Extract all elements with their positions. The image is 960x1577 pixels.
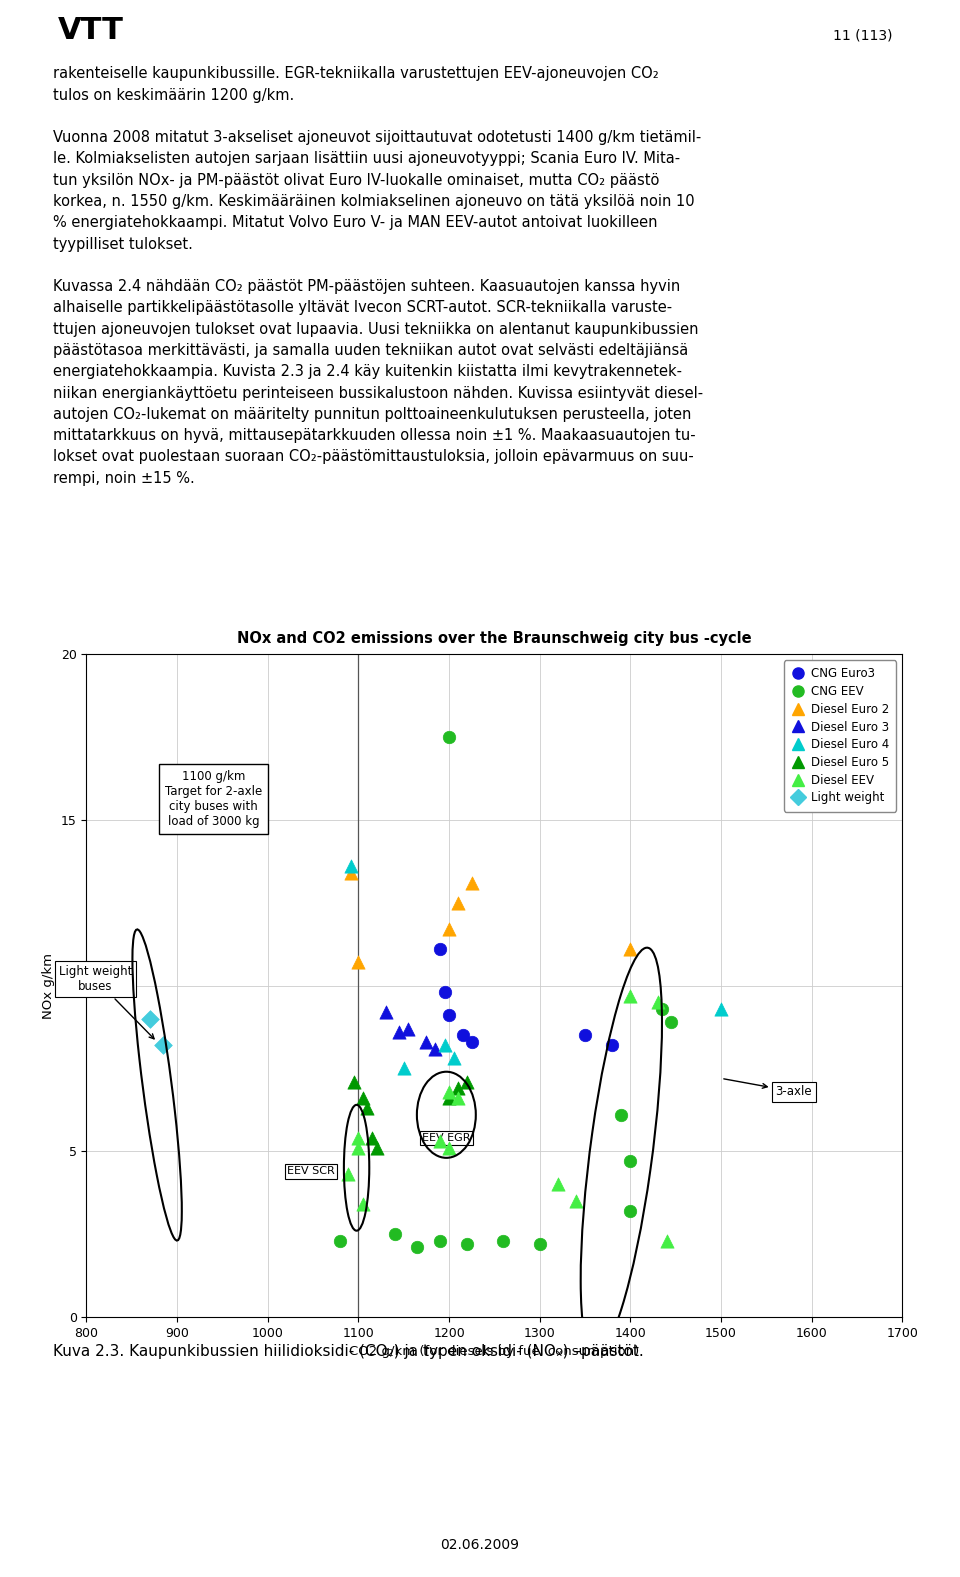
Diesel EEV [350, 1126, 366, 1151]
Text: le. Kolmiakselisten autojen sarjaan lisättiin uusi ajoneuvotyyppi; Scania Euro I: le. Kolmiakselisten autojen sarjaan lisä… [53, 151, 680, 167]
CNG EEV [442, 725, 457, 751]
Text: % energiatehokkaampi. Mitatut Volvo Euro V- ja MAN EEV-autot antoivat luokilleen: % energiatehokkaampi. Mitatut Volvo Euro… [53, 216, 658, 230]
CNG Euro3 [605, 1033, 620, 1058]
Diesel Euro 4 [437, 1033, 452, 1058]
Diesel EEV [550, 1172, 565, 1197]
Diesel EEV [659, 1228, 674, 1254]
Text: Kuva 2.3. Kaupunkibussien hiilidioksidi- (CO₂) ja typen oksidi- (NOₓ) –päästöt.: Kuva 2.3. Kaupunkibussien hiilidioksidi-… [53, 1344, 643, 1359]
Text: korkea, n. 1550 g/km. Keskimääräinen kolmiakselinen ajoneuvo on tätä yksilöä noi: korkea, n. 1550 g/km. Keskimääräinen kol… [53, 194, 694, 210]
CNG EEV [332, 1228, 348, 1254]
CNG EEV [655, 997, 670, 1022]
Diesel Euro 2 [350, 949, 366, 975]
CNG EEV [460, 1232, 475, 1257]
CNG Euro3 [464, 1030, 479, 1055]
Y-axis label: NOx g/km: NOx g/km [42, 953, 56, 1019]
Diesel EEV [650, 990, 665, 1016]
CNG Euro3 [577, 1023, 592, 1049]
CNG EEV [613, 1102, 629, 1128]
Diesel Euro 3 [392, 1019, 407, 1044]
Diesel Euro 5 [442, 1085, 457, 1110]
Diesel Euro 5 [369, 1135, 384, 1161]
Diesel Euro 2 [450, 889, 466, 915]
Text: Light weight
buses: Light weight buses [59, 965, 155, 1039]
Diesel Euro 5 [460, 1069, 475, 1094]
CNG EEV [663, 1009, 679, 1035]
Diesel EEV [350, 1135, 366, 1161]
Text: 02.06.2009: 02.06.2009 [441, 1538, 519, 1552]
CNG Euro3 [442, 1003, 457, 1028]
Text: 11 (113): 11 (113) [833, 28, 893, 43]
CNG EEV [432, 1228, 447, 1254]
Diesel EEV [450, 1085, 466, 1110]
Text: Vuonna 2008 mitatut 3-akseliset ajoneuvot sijoittautuvat odotetusti 1400 g/km ti: Vuonna 2008 mitatut 3-akseliset ajoneuvo… [53, 131, 701, 145]
Diesel Euro 2 [464, 871, 479, 896]
Title: NOx and CO2 emissions over the Braunschweig city bus -cycle: NOx and CO2 emissions over the Braunschw… [237, 631, 752, 647]
Diesel Euro 5 [450, 1076, 466, 1101]
CNG EEV [387, 1221, 402, 1246]
Diesel Euro 5 [360, 1096, 375, 1121]
Diesel EEV [568, 1189, 584, 1214]
Text: energiatehokkaampia. Kuvista 2.3 ja 2.4 käy kuitenkin kiistatta ilmi kevytrakenn: energiatehokkaampia. Kuvista 2.3 ja 2.4 … [53, 364, 682, 380]
Text: tun yksilön NOx- ja PM-päästöt olivat Euro IV-luokalle ominaiset, mutta CO₂ pääs: tun yksilön NOx- ja PM-päästöt olivat Eu… [53, 173, 660, 188]
CNG Euro3 [432, 937, 447, 962]
Diesel Euro 3 [428, 1036, 444, 1061]
Text: Kuvassa 2.4 nähdään CO₂ päästöt PM-päästöjen suhteen. Kaasuautojen kanssa hyvin: Kuvassa 2.4 nähdään CO₂ päästöt PM-pääst… [53, 279, 680, 295]
CNG EEV [623, 1148, 638, 1173]
X-axis label: CO2 g/km (for diesels by fuel consumption): CO2 g/km (for diesels by fuel consumptio… [349, 1345, 639, 1358]
Text: päästötasoa merkittävästi, ja samalla uuden tekniikan autot ovat selvästi edeltä: päästötasoa merkittävästi, ja samalla uu… [53, 342, 688, 358]
Text: ttujen ajoneuvojen tulokset ovat lupaavia. Uusi tekniikka on alentanut kaupunkib: ttujen ajoneuvojen tulokset ovat lupaavi… [53, 322, 698, 337]
Text: tyypilliset tulokset.: tyypilliset tulokset. [53, 237, 193, 252]
Diesel Euro 5 [365, 1126, 380, 1151]
Text: 1100 g/km
Target for 2-axle
city buses with
load of 3000 kg: 1100 g/km Target for 2-axle city buses w… [165, 771, 262, 828]
Diesel Euro 2 [344, 861, 359, 886]
CNG EEV [623, 1199, 638, 1224]
Text: alhaiselle partikkelipäästötasolle yltävät Ivecon SCRT-autot. SCR-tekniikalla va: alhaiselle partikkelipäästötasolle yltäv… [53, 300, 672, 315]
Text: lokset ovat puolestaan suoraan CO₂-päästömittaustuloksia, jolloin epävarmuus on : lokset ovat puolestaan suoraan CO₂-pääst… [53, 449, 693, 465]
Diesel Euro 5 [355, 1085, 371, 1110]
Diesel Euro 4 [445, 1046, 462, 1071]
Text: 3-axle: 3-axle [724, 1079, 812, 1098]
Diesel EEV [432, 1129, 447, 1154]
Light weight [142, 1006, 157, 1031]
Text: rakenteiselle kaupunkibussille. EGR-tekniikalla varustettujen EEV-ajoneuvojen CO: rakenteiselle kaupunkibussille. EGR-tekn… [53, 66, 659, 82]
Text: rempi, noin ±15 %.: rempi, noin ±15 %. [53, 470, 195, 486]
Text: EEV EGR: EEV EGR [422, 1134, 470, 1143]
CNG EEV [495, 1228, 511, 1254]
CNG Euro3 [437, 979, 452, 1005]
CNG EEV [410, 1235, 425, 1260]
Light weight [156, 1033, 171, 1058]
Text: autojen CO₂-lukemat on määritelty punnitun polttoaineenkulutuksen perusteella, j: autojen CO₂-lukemat on määritelty punnit… [53, 407, 691, 423]
Diesel Euro 4 [344, 853, 359, 878]
Text: mittatarkkuus on hyvä, mittausepätarkkuuden ollessa noin ±1 %. Maakaasuautojen t: mittatarkkuus on hyvä, mittausepätarkkuu… [53, 429, 695, 443]
Diesel EEV [442, 1135, 457, 1161]
Diesel Euro 2 [623, 937, 638, 962]
Diesel Euro 3 [378, 1000, 394, 1025]
Legend: CNG Euro3, CNG EEV, Diesel Euro 2, Diesel Euro 3, Diesel Euro 4, Diesel Euro 5, : CNG Euro3, CNG EEV, Diesel Euro 2, Diese… [784, 661, 897, 812]
Diesel Euro 4 [396, 1057, 412, 1082]
Diesel EEV [623, 982, 638, 1008]
CNG Euro3 [455, 1023, 470, 1049]
Diesel EEV [442, 1079, 457, 1104]
Text: niikan energiankäyttöetu perinteiseen bussikalustoon nähden. Kuvissa esiintyvät : niikan energiankäyttöetu perinteiseen bu… [53, 386, 703, 401]
Diesel Euro 4 [713, 997, 729, 1022]
Diesel Euro 3 [400, 1016, 416, 1041]
Text: tulos on keskimäärin 1200 g/km.: tulos on keskimäärin 1200 g/km. [53, 87, 294, 103]
CNG EEV [532, 1232, 547, 1257]
Diesel Euro 2 [442, 916, 457, 941]
Diesel Euro 5 [347, 1069, 362, 1094]
Text: VTT: VTT [58, 16, 124, 44]
Text: EEV SCR: EEV SCR [287, 1167, 335, 1176]
Diesel EEV [355, 1192, 371, 1217]
Diesel Euro 3 [419, 1030, 434, 1055]
Diesel EEV [340, 1162, 355, 1187]
